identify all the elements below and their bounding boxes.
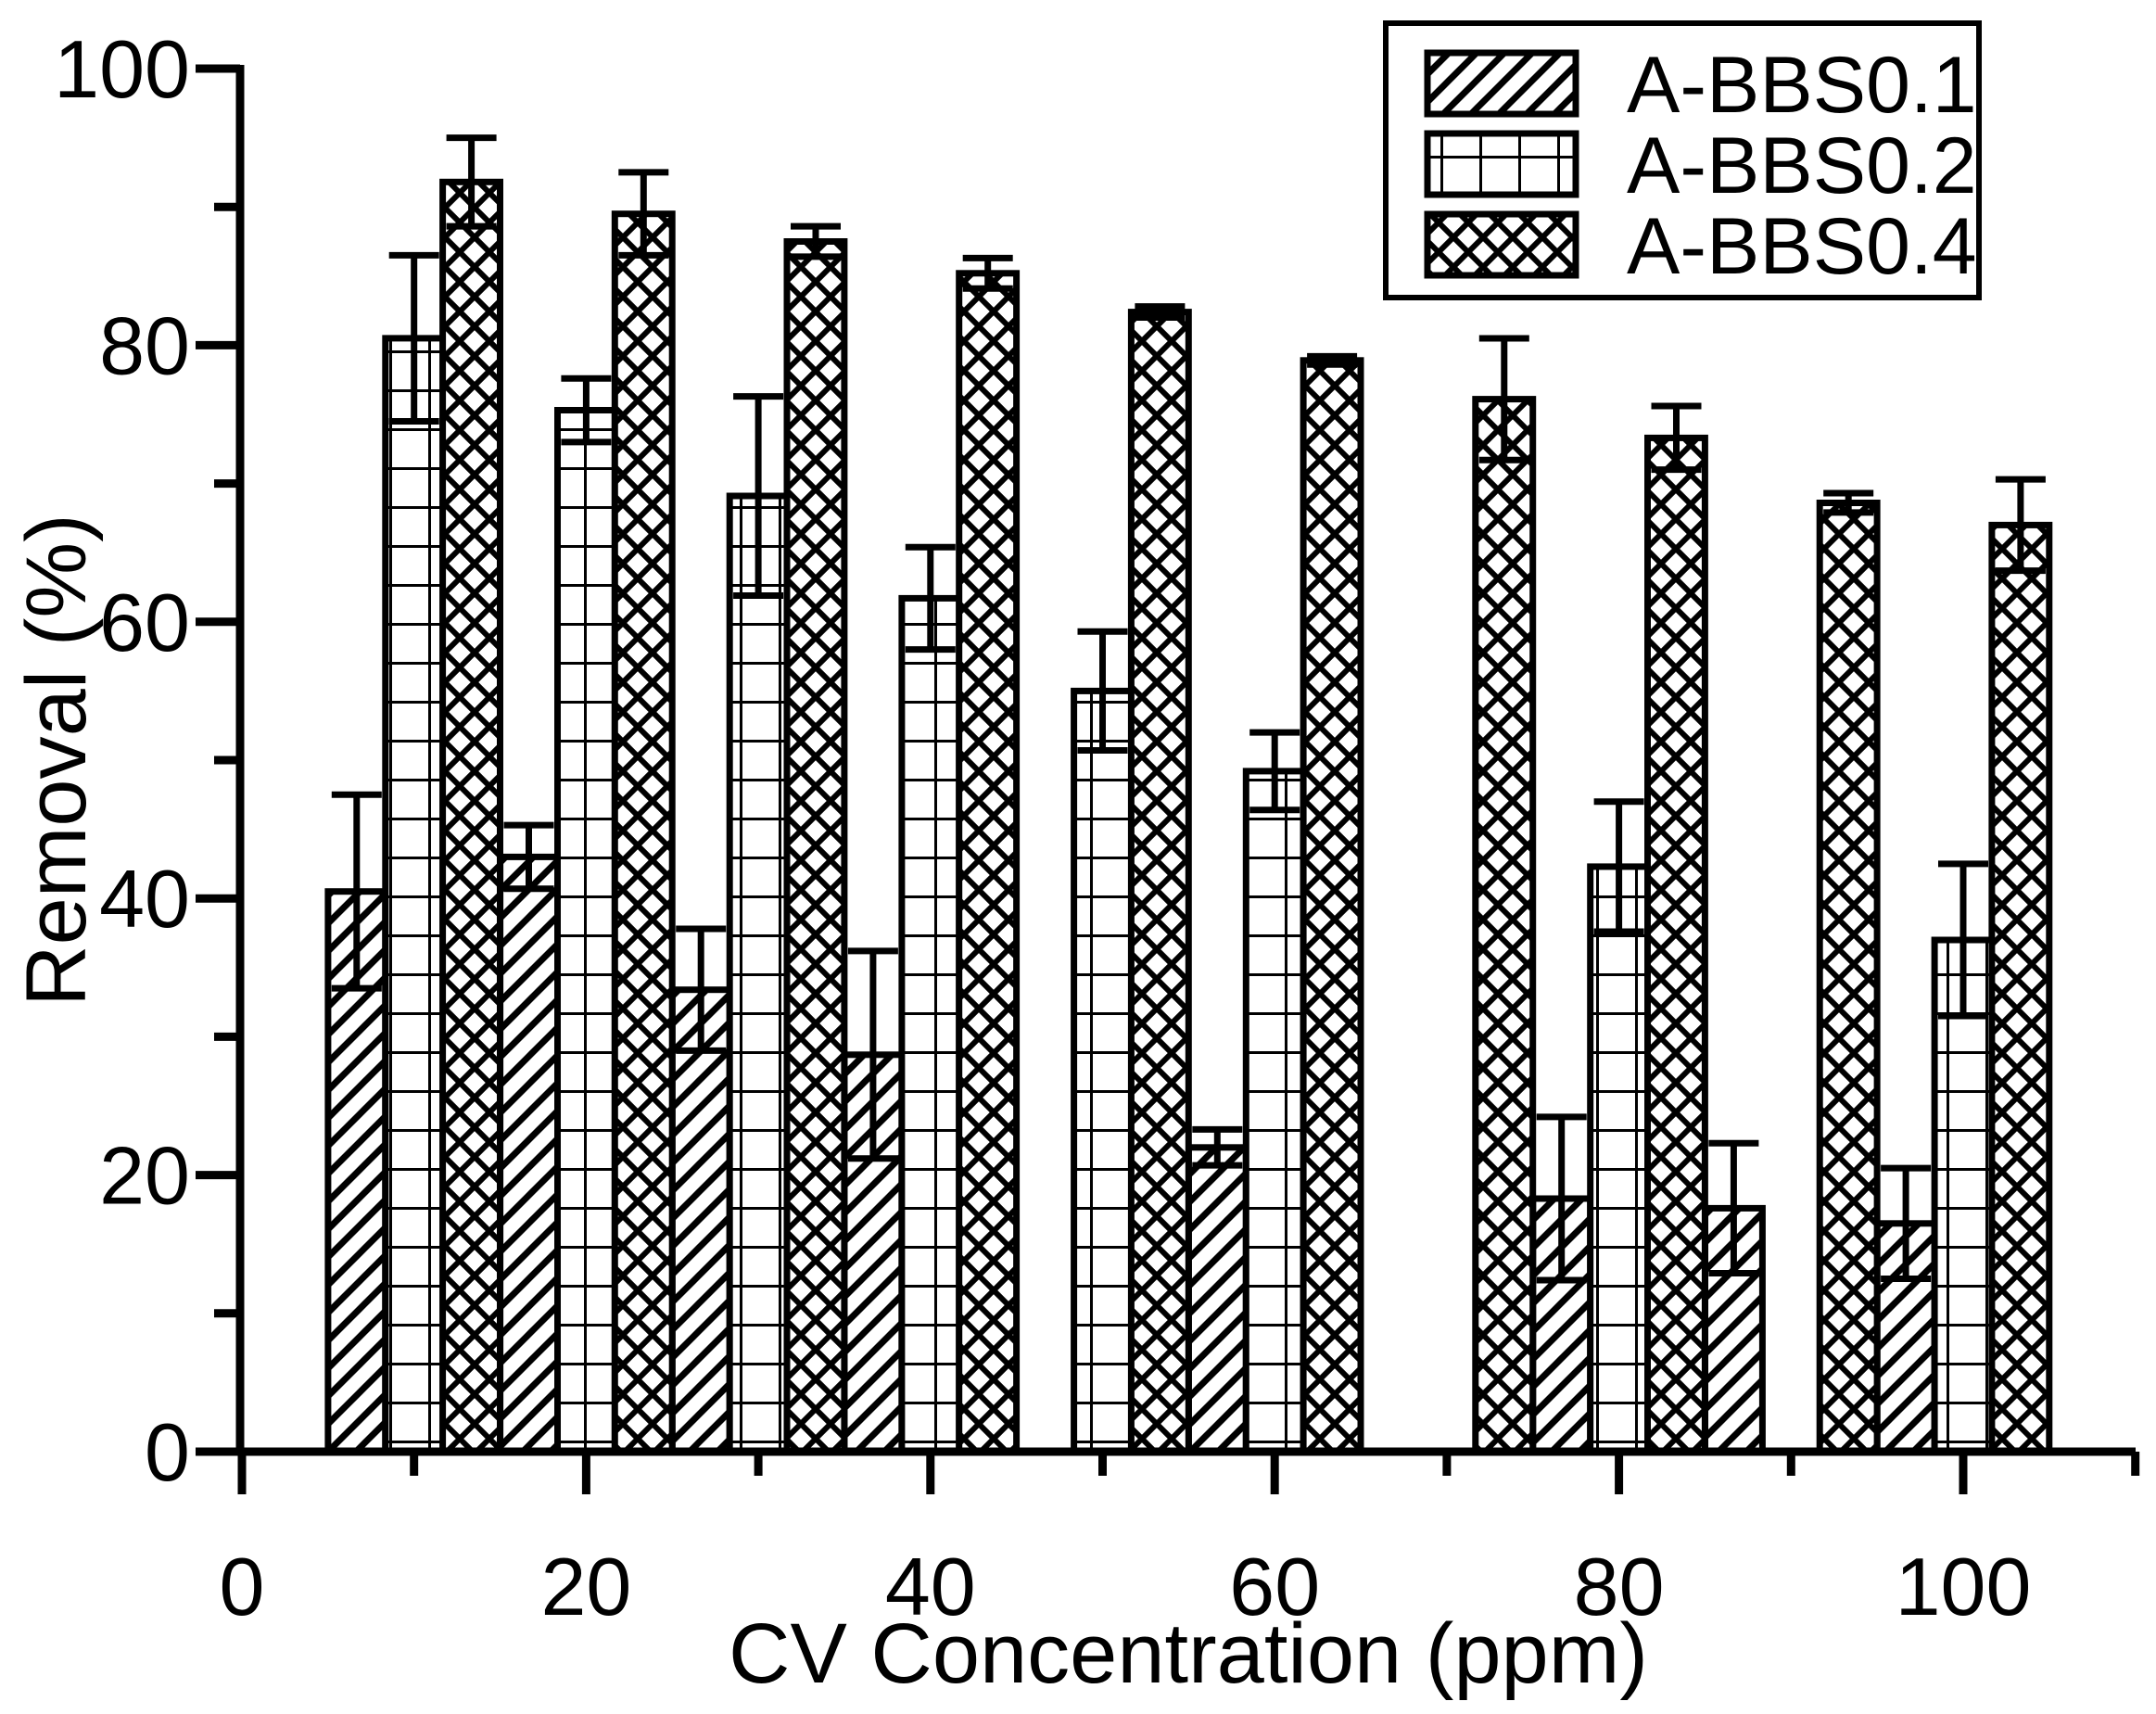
bar-A-BBS0.2-80ppm	[1587, 863, 1652, 1455]
x-tick-label-100: 100	[1896, 1541, 2032, 1632]
bar-A-BBS0.2-50ppm	[1071, 687, 1135, 1455]
error-bar-A-BBS0.1-90ppm	[1708, 1139, 1759, 1277]
error-bar-A-BBS0.2-20ppm	[561, 375, 612, 446]
bar-A-BBS0.1-30ppm	[668, 986, 733, 1455]
bar-A-BBS0.2-40ppm	[898, 594, 963, 1455]
legend-label-abbs02: A-BBS0.2	[1627, 121, 1977, 210]
legend-swatch-diagonal	[1424, 49, 1579, 118]
error-bar-A-BBS0.4-70ppm	[1478, 335, 1529, 463]
y-axis-title: Removal (%)	[9, 514, 104, 1007]
legend-label-abbs01: A-BBS0.1	[1627, 41, 1977, 130]
error-bar-A-BBS0.2-40ppm	[905, 543, 956, 654]
error-bar-A-BBS0.1-60ppm	[1192, 1125, 1243, 1169]
legend-item-abbs01: A-BBS0.1	[1424, 41, 1977, 130]
bar-A-BBS0.4-90ppm	[1816, 500, 1881, 1455]
bar-A-BBS0.1-60ppm	[1185, 1144, 1249, 1455]
legend: A-BBS0.1 A-BBS0.2 A-BBS0.4	[1383, 20, 1982, 300]
error-bar-A-BBS0.1-100ppm	[1881, 1164, 1932, 1282]
bar-A-BBS0.4-40ppm	[956, 270, 1021, 1455]
axes-spines	[235, 65, 2136, 1456]
x-tick-label-40: 40	[885, 1541, 976, 1632]
bar-A-BBS0.4-100ppm	[1988, 521, 2053, 1455]
y-tick-label-100: 100	[54, 23, 190, 115]
bar-A-BBS0.4-30ppm	[783, 238, 848, 1455]
error-bar-A-BBS0.2-80ppm	[1593, 798, 1644, 935]
error-bar-A-BBS0.2-30ppm	[733, 393, 784, 599]
bar-A-BBS0.2-20ppm	[554, 407, 618, 1455]
error-bar-A-BBS0.2-10ppm	[388, 251, 439, 425]
legend-swatch-grid	[1424, 130, 1579, 198]
error-bar-A-BBS0.4-100ppm	[1995, 476, 2046, 575]
bar-A-BBS0.4-60ppm	[1300, 357, 1364, 1455]
y-tick-label-20: 20	[99, 1130, 190, 1222]
error-bar-A-BBS0.4-30ppm	[790, 222, 841, 260]
legend-swatch-cross	[1424, 210, 1579, 279]
x-axis-title: CV Concentration (ppm)	[729, 1606, 1648, 1701]
error-bar-A-BBS0.1-10ppm	[331, 791, 382, 992]
bar-A-BBS0.1-20ppm	[497, 853, 561, 1455]
bar-A-BBS0.4-50ppm	[1127, 309, 1192, 1455]
error-bar-A-BBS0.4-50ppm	[1135, 303, 1186, 322]
bar-A-BBS0.4-10ppm	[439, 178, 504, 1455]
y-tick-label-60: 60	[99, 577, 190, 668]
error-bar-A-BBS0.1-80ppm	[1536, 1113, 1587, 1284]
y-tick-label-0: 0	[145, 1406, 190, 1498]
error-bar-A-BBS0.4-60ppm	[1307, 352, 1358, 368]
error-bar-A-BBS0.1-20ppm	[503, 821, 554, 893]
legend-label-abbs04: A-BBS0.4	[1627, 202, 1977, 291]
bar-A-BBS0.2-10ppm	[382, 335, 447, 1455]
error-bar-A-BBS0.2-50ppm	[1077, 628, 1128, 755]
y-tick-label-40: 40	[99, 853, 190, 945]
bar-A-BBS0.2-30ppm	[726, 492, 791, 1455]
error-bar-A-BBS0.4-10ppm	[446, 134, 497, 230]
error-bar-A-BBS0.2-100ppm	[1938, 860, 1988, 1020]
x-tick-label-20: 20	[540, 1541, 631, 1632]
error-bar-A-BBS0.4-90ppm	[1823, 489, 1874, 516]
error-bar-A-BBS0.1-30ppm	[676, 925, 727, 1054]
x-tick-label-0: 0	[220, 1541, 265, 1632]
bar-A-BBS0.4-20ppm	[611, 210, 676, 1455]
x-tick-label-80: 80	[1574, 1541, 1665, 1632]
error-bar-A-BBS0.1-40ppm	[847, 947, 898, 1162]
bar-A-BBS0.2-60ppm	[1242, 768, 1307, 1455]
error-bar-A-BBS0.4-80ppm	[1651, 402, 1702, 474]
bar-A-BBS0.4-70ppm	[1472, 396, 1537, 1455]
x-tick-label-60: 60	[1229, 1541, 1320, 1632]
error-bar-A-BBS0.2-60ppm	[1249, 729, 1300, 814]
legend-item-abbs04: A-BBS0.4	[1424, 202, 1977, 291]
bar-A-BBS0.4-80ppm	[1644, 434, 1708, 1455]
y-tick-label-80: 80	[99, 299, 190, 391]
legend-item-abbs02: A-BBS0.2	[1424, 121, 1977, 210]
error-bar-A-BBS0.4-40ppm	[962, 254, 1013, 292]
plot-area: 0 20 40 60 80 100 0 20 40 60 80 100	[54, 23, 2140, 1632]
error-bar-A-BBS0.4-20ppm	[618, 169, 669, 259]
